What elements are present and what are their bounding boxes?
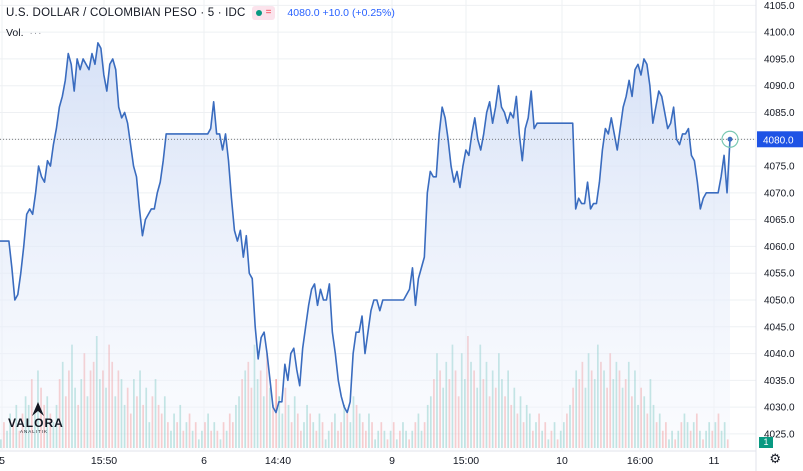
y-tick-label: 4035.0 bbox=[764, 376, 795, 387]
price-quote: 4080.0 +10.0 (+0.25%) bbox=[287, 7, 395, 19]
y-tick-label: 4105.0 bbox=[764, 1, 795, 12]
y-tick-label: 4040.0 bbox=[764, 349, 795, 360]
last-point-ring bbox=[721, 130, 739, 148]
equal-sign: = bbox=[265, 7, 272, 18]
price-area bbox=[0, 42, 730, 451]
volume-label: Vol. bbox=[6, 27, 24, 39]
logo-name: VALORA bbox=[8, 416, 64, 430]
more-dots-icon[interactable]: ··· bbox=[29, 27, 43, 39]
y-tick-label: 4100.0 bbox=[764, 28, 795, 39]
x-tick-label: 16:00 bbox=[627, 455, 653, 467]
y-tick-label: 4095.0 bbox=[764, 54, 795, 65]
y-tick-label: 4045.0 bbox=[764, 322, 795, 333]
x-tick-label: 14:40 bbox=[265, 455, 291, 467]
market-status-badge[interactable]: = bbox=[251, 6, 276, 20]
x-tick-label: 9 bbox=[389, 455, 395, 467]
x-tick-label: 5 bbox=[0, 455, 5, 467]
price-line bbox=[0, 42, 731, 414]
volume-legend[interactable]: Vol. ··· bbox=[6, 27, 43, 39]
x-tick-label: 15:00 bbox=[453, 455, 479, 467]
volume-scale-badge: 1 bbox=[759, 437, 773, 448]
y-tick-label: 4055.0 bbox=[764, 269, 795, 280]
y-tick-label: 4070.0 bbox=[764, 188, 795, 199]
y-tick-label: 4030.0 bbox=[764, 403, 795, 414]
y-tick-label: 4065.0 bbox=[764, 215, 795, 226]
status-dot-icon bbox=[255, 10, 262, 16]
last-point-dot bbox=[727, 136, 733, 142]
x-tick-label: 15:50 bbox=[91, 455, 117, 467]
y-tick-label: 4075.0 bbox=[764, 162, 795, 173]
y-tick-label: 4090.0 bbox=[764, 81, 795, 92]
brand-logo: VALORA ANALITIK bbox=[6, 400, 70, 434]
last-price-badge bbox=[757, 131, 803, 148]
chart-header: U.S. DOLLAR / COLOMBIAN PESO · 5 · IDC =… bbox=[6, 6, 395, 20]
logo-tagline: ANALITIK bbox=[20, 429, 49, 434]
x-tick-label: 10 bbox=[556, 455, 568, 467]
y-tick-label: 4025.0 bbox=[764, 429, 795, 440]
x-tick-label: 6 bbox=[201, 455, 207, 467]
symbol-title[interactable]: U.S. DOLLAR / COLOMBIAN PESO · 5 · IDC bbox=[6, 7, 246, 19]
y-tick-label: 4060.0 bbox=[764, 242, 795, 253]
y-tick-label: 4085.0 bbox=[764, 108, 795, 119]
x-tick-label: 11 bbox=[709, 455, 720, 467]
last-price-label: 4080.0 bbox=[763, 135, 794, 146]
logo-mark-icon bbox=[32, 402, 44, 416]
gear-icon[interactable]: ⚙ bbox=[769, 451, 781, 466]
y-tick-label: 4050.0 bbox=[764, 296, 795, 307]
